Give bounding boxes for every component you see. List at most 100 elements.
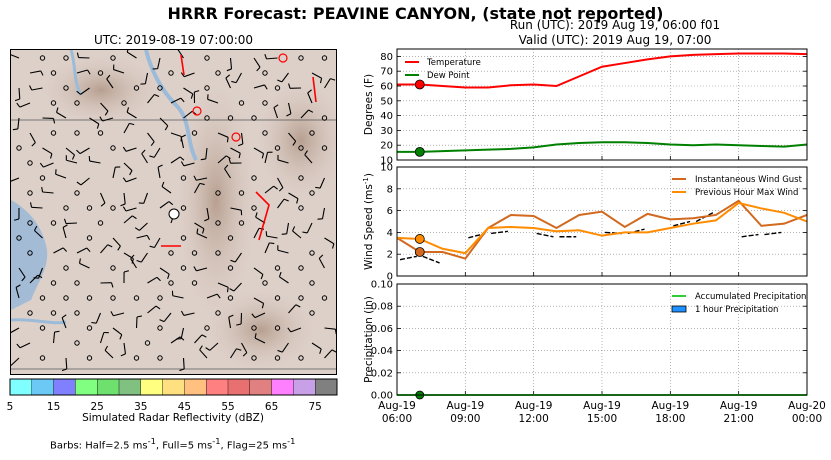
y-tick-label: 8: [387, 184, 393, 195]
y-tick-label: 0.10: [371, 280, 393, 291]
wind-barb-feather: [87, 69, 91, 75]
barb-note-text: , Full=5 ms: [155, 440, 213, 452]
wind-barb-feather: [100, 202, 106, 207]
colorbar-tick-label: 25: [91, 401, 104, 413]
wind-barb-feather: [110, 282, 114, 288]
calm-wind-marker: [191, 280, 198, 286]
y-tick-label: 30: [380, 126, 393, 137]
wind-barb-feather: [254, 333, 257, 339]
wind-barb: [62, 227, 67, 239]
calm-wind-marker: [74, 130, 80, 136]
calm-wind-marker: [63, 295, 69, 301]
colorbar-tick-label: 55: [221, 401, 234, 413]
wind-barb-feather: [224, 164, 229, 170]
wind-barb: [183, 87, 194, 95]
x-tick-label: Aug-20: [788, 400, 826, 412]
wind-barb-feather: [12, 128, 18, 131]
wind-barb: [159, 201, 170, 209]
wind-barb: [288, 192, 299, 200]
wind-barb: [125, 207, 137, 212]
wind-barb-feather: [146, 235, 151, 241]
calm-wind-marker: [309, 190, 315, 196]
current-value-marker: [414, 247, 425, 257]
calm-wind-marker: [39, 355, 46, 361]
y-tick-label: 40: [380, 111, 393, 122]
wind-barb-feather: [180, 72, 185, 77]
wind-barb: [273, 107, 279, 119]
calm-wind-marker: [238, 220, 245, 226]
colorbar-tick-label: 45: [178, 401, 191, 413]
calm-wind-marker: [321, 295, 328, 301]
x-tick-label: 12:00: [519, 413, 549, 425]
wind-barb: [125, 147, 137, 152]
wind-barb-feather: [201, 334, 207, 338]
wind-barb: [126, 111, 137, 119]
calm-wind-marker: [309, 280, 315, 286]
wind-barb: [100, 102, 109, 112]
wind-barb-feather: [126, 107, 130, 113]
wind-barb: [183, 312, 195, 316]
wind-barb-feather: [168, 201, 174, 206]
y-tick-label: 70: [380, 67, 393, 78]
wind-barb-feather: [123, 270, 130, 273]
calm-wind-marker: [180, 235, 187, 241]
chart-panel-temperature: 10 20 30 40 50 60 70 80 Degrees (F) Temperature De…: [363, 48, 808, 167]
wind-barb-feather: [204, 218, 210, 222]
wind-barb: [125, 177, 137, 183]
wind-barb: [15, 287, 20, 299]
wind-barb: [161, 186, 172, 194]
wind-barb: [324, 237, 335, 245]
legend: Temperature Dew Point: [405, 58, 481, 81]
wind-barb: [224, 168, 231, 179]
calm-wind-marker: [274, 85, 281, 91]
wind-barb: [147, 305, 157, 314]
colorbar-ticks: 5 15 25 35 45 55 65 75: [7, 401, 322, 413]
legend-label: Accumulated Precipitation: [695, 292, 806, 302]
wind-barb-feather: [200, 158, 206, 161]
colorbar-tick-label: 65: [265, 401, 278, 413]
wind-barb-feather: [269, 242, 275, 245]
wind-barb-feather: [110, 311, 114, 316]
calm-wind-marker: [27, 190, 33, 196]
wind-barb: [170, 97, 182, 104]
wind-barb-feather: [37, 274, 43, 279]
ridge-shading: [41, 55, 161, 125]
wind-barb: [196, 232, 208, 239]
wind-barb-feather: [216, 293, 221, 299]
radar-colorbar: 5 15 25 35 45 55 65 75 Simulated Radar Reflecti…: [7, 378, 338, 424]
wind-barb-feather: [334, 329, 336, 335]
wind-barb: [112, 167, 116, 179]
calm-wind-marker: [86, 295, 93, 301]
wind-barb-feather: [315, 186, 321, 189]
wind-barb-feather: [21, 276, 26, 282]
wind-barb-feather: [130, 254, 135, 260]
wind-barb-feather: [62, 224, 68, 228]
wind-barb-feather: [157, 164, 163, 168]
wind-barb: [311, 342, 322, 350]
wind-barb-trace: [741, 233, 759, 238]
wind-barb-feather: [129, 122, 135, 126]
wind-barb-feather: [149, 155, 155, 158]
wind-barb-feather: [29, 85, 33, 91]
y-axis-label: Degrees (F): [363, 74, 375, 135]
wind-barb-feather: [193, 266, 197, 272]
calm-wind-marker: [39, 325, 46, 331]
calm-wind-marker: [321, 55, 328, 61]
wind-barb-feather: [261, 303, 265, 309]
legend: Instantaneous Wind Gust Previous Hour Max…: [672, 175, 803, 198]
wind-barb: [18, 267, 26, 278]
wind-barb: [235, 72, 242, 83]
wind-barb: [307, 92, 313, 104]
calm-wind-marker: [133, 355, 140, 361]
colorbar-tick-label: 35: [134, 401, 147, 413]
wind-barb-trace: [673, 220, 691, 227]
wind-barb: [264, 152, 269, 164]
wind-barb-feather: [120, 353, 126, 357]
wind-barb: [264, 185, 274, 194]
wind-barb-feather: [54, 330, 60, 333]
y-tick-label: 6: [387, 206, 393, 217]
plot-frame: [396, 166, 808, 277]
wind-barb-feather: [330, 78, 336, 81]
wind-barb: [183, 162, 195, 167]
wind-barb-feather: [15, 284, 21, 288]
